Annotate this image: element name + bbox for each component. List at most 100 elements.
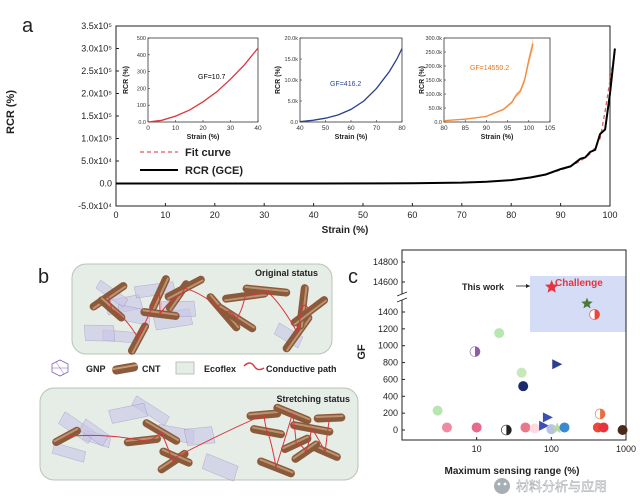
c-y-tick-label: 600 — [383, 374, 398, 384]
c-y-label: GF — [356, 344, 368, 360]
main-y-tick-label: 2.0x10⁵ — [81, 89, 112, 99]
main-x-tick-label: 20 — [210, 210, 220, 220]
gnp-icon — [51, 359, 69, 377]
gnp-label: GNP — [86, 364, 106, 374]
cnt-highlight — [285, 316, 312, 352]
inset-frame — [299, 37, 403, 123]
main-y-tick-label: -5.0x10⁴ — [78, 201, 112, 211]
this-work-label: This work — [462, 282, 505, 292]
c-x-tick-label: 10 — [472, 444, 482, 454]
c-y-tick-label: 14600 — [373, 277, 398, 287]
inset-chart-2: 40 50 60 70 80 0.0 5.0k 10.0k 15.0k 20.0k GF=416.2… — [275, 36, 406, 141]
panel-label-c: c — [348, 266, 358, 288]
cnt-highlight — [167, 279, 204, 300]
inset-gf-annotation: GF=14550.2 — [470, 65, 509, 72]
inset-y-tick-label: 150.0k — [425, 78, 442, 84]
inset-y-tick-label: 200.0k — [425, 64, 442, 70]
c-data-point — [551, 422, 563, 434]
stretching-network — [52, 395, 346, 482]
inset-gf-annotation: GF=10.7 — [198, 74, 226, 81]
cnt-highlight — [293, 299, 328, 326]
main-y-ticks: -5.0x10⁴ 0.0 5.0x10⁴ 1.0x10⁵ 1.5x10⁵ 2.0x10⁵ 2… — [78, 21, 119, 211]
inset-y-label: RCR (%) — [123, 66, 130, 94]
inset-gf-annotation: GF=416.2 — [330, 81, 361, 88]
main-x-tick-label: 90 — [556, 210, 566, 220]
inset-x-tick-label: 10 — [172, 125, 180, 132]
challenge-label: Challenge — [555, 278, 603, 289]
inset-x-label: Strain (%) — [335, 134, 368, 141]
panel-label-b: b — [38, 266, 49, 288]
inset-y-tick-label: 100 — [137, 103, 146, 109]
c-data-point — [594, 408, 606, 420]
main-y-tick-label: 3.5x10⁵ — [81, 21, 112, 31]
main-y-tick-label: 1.5x10⁵ — [81, 111, 112, 121]
inset-y-tick-label: 400 — [137, 53, 146, 59]
inset-y-label: RCR (%) — [275, 66, 282, 94]
inset-x-tick-label: 30 — [227, 125, 235, 132]
inset-x-tick-label: 40 — [296, 125, 304, 132]
cnt-highlight — [292, 422, 332, 432]
c-data-point — [617, 425, 628, 435]
c-y-tick-label: 200 — [383, 408, 398, 418]
c-data-point — [581, 297, 593, 309]
cnt-highlight — [152, 277, 169, 311]
main-x-tick-label: 50 — [358, 210, 368, 220]
inset-y-tick-label: 15.0k — [285, 57, 299, 63]
c-data-point — [432, 405, 443, 416]
cnt-icon — [111, 362, 139, 375]
inset-chart-1: 0 10 20 30 40 0.0 100 200 300 400 500 GF=10.7 Strain… — [123, 36, 262, 141]
c-point-half — [600, 408, 606, 419]
c-axes: 0 200 400 600 800 1000 1200 1400 14600 14800 10 100… — [373, 249, 636, 454]
inset-y-tick-label: 0.0 — [138, 120, 146, 126]
inset-y-label: RCR (%) — [419, 66, 426, 94]
inset-x-tick-label: 80 — [398, 125, 406, 132]
cnt-highlight — [315, 414, 344, 419]
main-y-tick-label: 2.5x10⁵ — [81, 66, 112, 76]
inset-x-tick-label: 95 — [504, 125, 512, 132]
inset-y-tick-label: 200 — [137, 86, 146, 92]
c-axis-break-mark — [396, 297, 408, 303]
c-data-point — [520, 422, 531, 433]
inset-x-tick-label: 20 — [199, 125, 207, 132]
gnp-sheet — [79, 418, 109, 447]
c-data-point — [494, 328, 505, 339]
cnt-highlight — [125, 436, 159, 443]
panel-b-legend: GNP CNT Ecoflex Conductive path — [51, 359, 337, 377]
c-data-point — [542, 412, 553, 423]
conductive-path-label: Conductive path — [266, 364, 337, 374]
original-network — [83, 275, 329, 355]
main-legend: Fit curve RCR (GCE) — [140, 147, 243, 177]
inset-x-label: Strain (%) — [481, 134, 514, 141]
panel-label-a: a — [22, 15, 34, 37]
inset-y-tick-label: 5.0k — [288, 99, 299, 105]
main-x-tick-label: 10 — [160, 210, 170, 220]
main-y-tick-label: 3.0x10⁵ — [81, 44, 112, 54]
c-point-half — [475, 346, 481, 357]
main-x-tick-label: 100 — [602, 210, 617, 220]
legend-fit-label: Fit curve — [185, 147, 231, 159]
panel-c-chart: 0 200 400 600 800 1000 1200 1400 14600 14800 10 100… — [356, 249, 636, 477]
c-y-tick-label: 1200 — [378, 324, 398, 334]
c-data-point — [559, 422, 570, 433]
main-y-label: RCR (%) — [5, 90, 17, 134]
inset-x-tick-label: 70 — [373, 125, 381, 132]
main-x-tick-label: 80 — [506, 210, 516, 220]
inset-y-tick-label: 10.0k — [285, 78, 299, 84]
inset-series-line — [147, 47, 259, 123]
cnt-highlight — [53, 427, 79, 443]
main-x-tick-label: 60 — [407, 210, 417, 220]
original-status-label: Original status — [255, 268, 318, 278]
c-data-point — [471, 422, 482, 433]
c-axis-break-gap — [397, 294, 407, 300]
conductive-path — [108, 287, 310, 340]
cnt-highlight — [252, 426, 284, 435]
inset-x-tick-label: 80 — [440, 125, 448, 132]
cnt-highlight — [244, 285, 289, 293]
inset-series-line — [443, 43, 534, 122]
inset-y-tick-label: 100.0k — [425, 92, 442, 98]
c-data-point — [516, 367, 527, 378]
main-y-tick-label: 1.0x10⁵ — [81, 134, 112, 144]
conductive-path — [66, 412, 330, 468]
inset-x-tick-label: 0 — [146, 125, 150, 132]
